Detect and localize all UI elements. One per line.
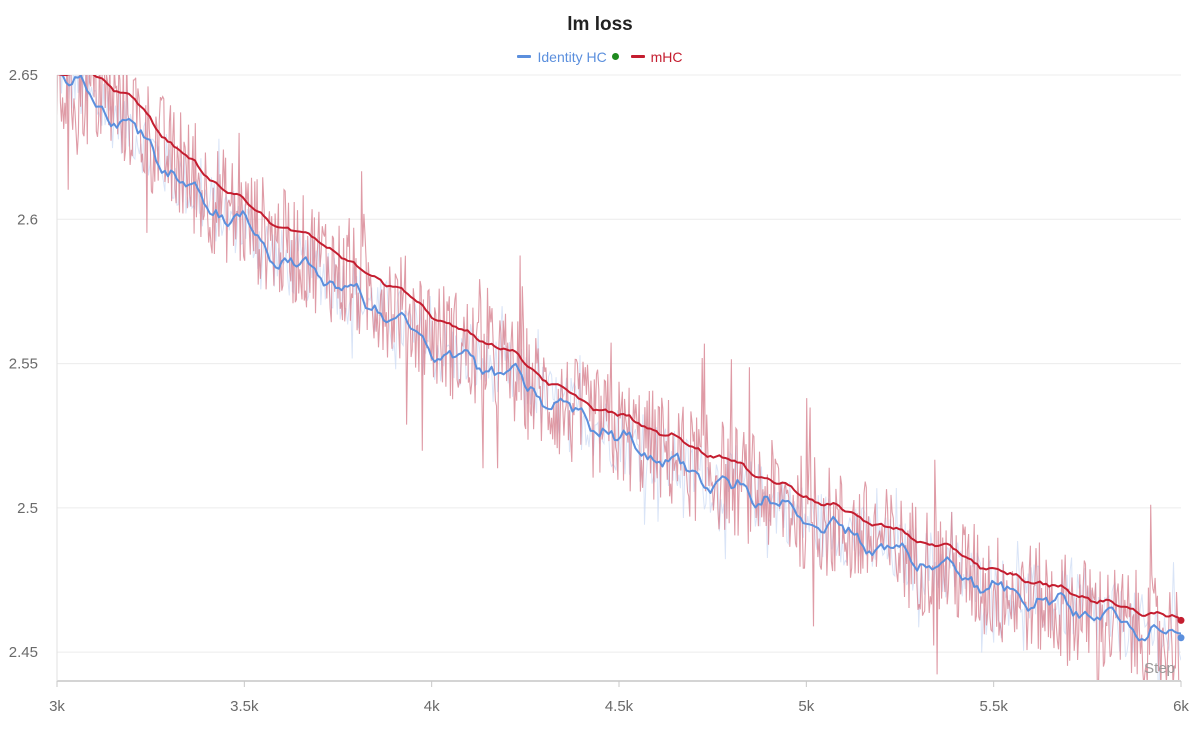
legend: Identity HC mHC [0, 44, 1200, 66]
x-tick-label: 4.5k [605, 698, 634, 715]
raw-series-mhc [57, 75, 1180, 681]
endpoint-marker-identity-hc [1177, 634, 1185, 642]
legend-swatch-mhc [630, 55, 645, 58]
y-tick-label: 2.45 [9, 644, 38, 661]
legend-swatch-identity-hc [517, 55, 532, 58]
x-tick-label: 3.5k [230, 698, 259, 715]
grid-layer [57, 74, 1181, 653]
y-tick-label: 2.65 [9, 67, 38, 84]
series-line-mhc [57, 75, 1181, 622]
legend-status-dot [611, 53, 619, 60]
y-tick-label: 2.55 [9, 356, 38, 373]
x-tick-label: 4k [424, 698, 440, 715]
x-axis-label: Step [1144, 660, 1175, 677]
y-tick-label: 2.6 [17, 211, 38, 228]
x-tick-label: 5k [798, 698, 814, 715]
raw-series-layer [57, 75, 1181, 681]
smoothed-series-layer [57, 75, 1181, 642]
raw-series-identity-hc [60, 75, 1181, 681]
legend-label-identity-hc: Identity HC [537, 48, 607, 65]
x-tick-label: 6k [1173, 698, 1189, 715]
legend-item-mhc[interactable]: mHC [630, 48, 683, 66]
legend-label-mhc: mHC [650, 48, 683, 65]
endpoint-marker-mhc [1177, 616, 1185, 624]
x-tick-label: 3k [49, 698, 65, 715]
series-line-identity-hc [59, 75, 1181, 642]
chart-title: lm loss [567, 14, 633, 35]
y-tick-label: 2.5 [17, 500, 38, 517]
legend-item-identity-hc[interactable]: Identity HC [517, 48, 619, 66]
x-tick-label: 5.5k [979, 698, 1008, 715]
axis-layer: 2.45 2.5 2.55 2.6 2.65 3k 3.5k 4k 4.5k 5k 5.5k 6k St… [9, 67, 1190, 715]
